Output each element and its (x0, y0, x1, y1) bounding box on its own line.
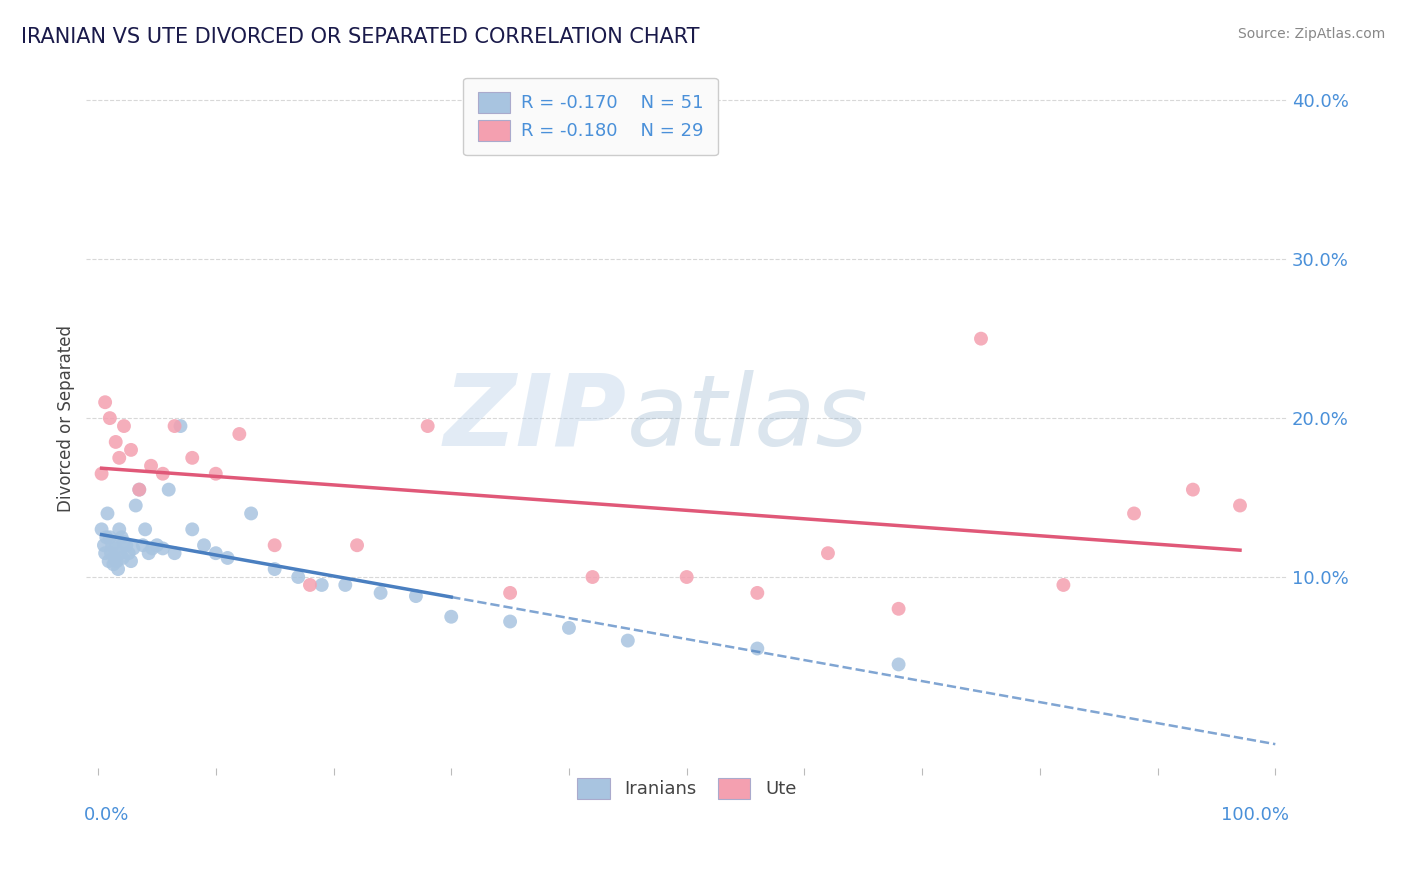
Point (887, 602, 910, 616)
Point (96, 507, 118, 521)
Text: ZIP: ZIP (444, 369, 627, 467)
Point (617, 633, 640, 648)
Point (204, 467, 226, 481)
Point (263, 538, 285, 552)
Point (263, 562, 285, 576)
Point (104, 434, 127, 449)
Point (217, 551, 239, 566)
Point (558, 621, 581, 635)
Point (157, 483, 180, 497)
Point (405, 589, 427, 603)
Point (134, 522, 156, 536)
Point (110, 530, 132, 544)
Point (499, 586, 522, 600)
Point (228, 427, 250, 442)
Point (346, 538, 368, 552)
Point (370, 586, 392, 600)
Point (240, 507, 263, 521)
Point (146, 538, 169, 552)
Point (108, 450, 131, 465)
Point (163, 419, 186, 434)
Point (139, 458, 162, 473)
Point (120, 442, 142, 457)
Point (122, 541, 145, 556)
Point (152, 467, 174, 481)
Point (204, 546, 226, 560)
Point (287, 570, 309, 584)
Point (581, 570, 603, 584)
Legend: Iranians, Ute: Iranians, Ute (568, 769, 806, 807)
Point (105, 554, 128, 568)
Point (98, 530, 121, 544)
Point (416, 419, 439, 434)
Point (108, 522, 131, 536)
Point (817, 546, 839, 560)
Point (104, 541, 127, 556)
Point (675, 570, 697, 584)
Point (94, 395, 117, 409)
Point (163, 546, 186, 560)
Point (1052, 578, 1074, 592)
Point (138, 546, 160, 560)
Point (98, 411, 121, 425)
Point (96, 530, 118, 544)
Text: atlas: atlas (627, 369, 869, 467)
Point (97, 554, 120, 568)
Point (499, 615, 522, 629)
Text: Source: ZipAtlas.com: Source: ZipAtlas.com (1237, 27, 1385, 41)
Point (101, 538, 124, 552)
Point (125, 499, 148, 513)
Point (107, 562, 129, 576)
Point (1229, 499, 1251, 513)
Point (115, 538, 138, 552)
Point (887, 657, 910, 672)
Point (93, 538, 115, 552)
Point (181, 450, 204, 465)
Text: 100.0%: 100.0% (1222, 806, 1289, 824)
Point (141, 541, 163, 556)
Point (90, 467, 112, 481)
Point (90, 522, 112, 536)
Point (132, 538, 155, 552)
Y-axis label: Divorced or Separated: Divorced or Separated (58, 325, 75, 512)
Point (103, 558, 125, 572)
Point (120, 554, 142, 568)
Point (112, 419, 135, 434)
Point (169, 419, 191, 434)
Point (335, 578, 357, 592)
Point (298, 578, 321, 592)
Point (100, 546, 122, 560)
Point (103, 551, 125, 566)
Point (112, 535, 135, 549)
Point (1181, 483, 1204, 497)
Point (970, 332, 993, 346)
Point (94, 546, 117, 560)
Text: IRANIAN VS UTE DIVORCED OR SEPARATED CORRELATION CHART: IRANIAN VS UTE DIVORCED OR SEPARATED COR… (21, 27, 700, 46)
Point (1123, 507, 1146, 521)
Point (110, 546, 132, 560)
Point (747, 641, 769, 656)
Point (111, 551, 134, 566)
Point (193, 538, 215, 552)
Text: 0.0%: 0.0% (84, 806, 129, 824)
Point (747, 586, 769, 600)
Point (440, 609, 463, 624)
Point (118, 546, 141, 560)
Point (128, 483, 150, 497)
Point (181, 522, 204, 536)
Point (128, 483, 150, 497)
Point (311, 578, 333, 592)
Point (152, 541, 174, 556)
